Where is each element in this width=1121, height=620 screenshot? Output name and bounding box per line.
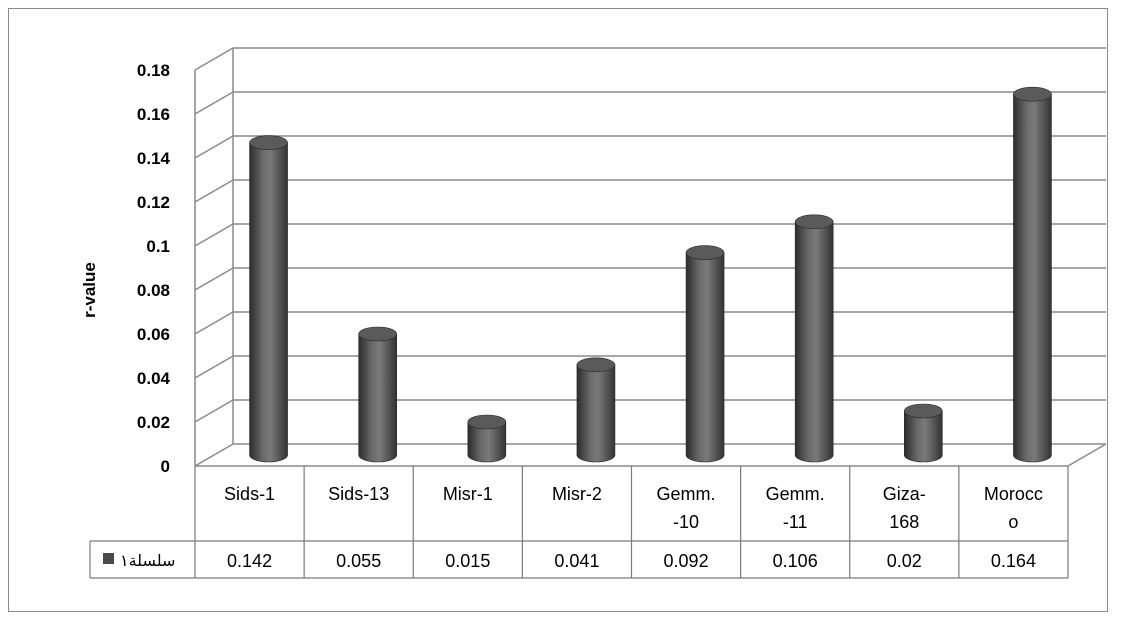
- legend-swatch: [103, 553, 114, 564]
- x-tick-label: Giza-168: [883, 484, 926, 532]
- bar: [249, 142, 288, 463]
- chart-frame: [8, 8, 1108, 612]
- gridline-diagonal: [194, 91, 234, 115]
- y-tick-label: 0.14: [137, 149, 171, 168]
- x-tick-label: Sids-13: [328, 484, 389, 504]
- gridline-diagonal: [194, 179, 234, 203]
- gridline-diagonal: [194, 135, 234, 159]
- gridline-diagonal: [194, 311, 234, 335]
- bar: [467, 421, 507, 463]
- y-tick-label: 0.02: [137, 413, 170, 432]
- bar: [358, 333, 397, 463]
- data-label: 0.164: [991, 551, 1036, 571]
- y-tick-label: 0.1: [146, 237, 170, 256]
- x-tick-label: Misr-2: [552, 484, 602, 504]
- bar: [904, 410, 943, 463]
- y-tick-label: 0: [161, 457, 170, 476]
- y-tick-label: 0.16: [137, 105, 170, 124]
- x-tick-label: Morocc o: [984, 484, 1043, 532]
- gridline-diagonal: [194, 443, 234, 467]
- bars: [249, 86, 1052, 463]
- data-label: 0.02: [887, 551, 922, 571]
- data-label: 0.041: [554, 551, 599, 571]
- y-tick-label: 0.18: [137, 61, 170, 80]
- bar: [576, 364, 616, 463]
- x-tick-label: Misr-1: [443, 484, 493, 504]
- y-axis-label: r-value: [80, 262, 99, 318]
- bar: [1013, 93, 1052, 463]
- bar-top: [1013, 86, 1052, 102]
- gridlines: [194, 47, 1107, 467]
- bar-top: [576, 357, 616, 373]
- y-tick-label: 0.06: [137, 325, 170, 344]
- data-label: 0.055: [336, 551, 381, 571]
- y-tick-label: 0.04: [137, 369, 171, 388]
- x-tick-label: Gemm. -10: [657, 484, 716, 532]
- legend-label: سلسلة١: [120, 551, 175, 570]
- y-axis: 0 0.02 0.04 0.06 0.08 0.1 0.12 0.14 0.16 0.18: [137, 61, 196, 476]
- floor-right-edge: [1067, 443, 1107, 467]
- y-tick-label: 0.12: [137, 193, 170, 212]
- bar: [794, 221, 834, 463]
- data-label: 0.092: [664, 551, 709, 571]
- x-tick-label: Gemm. -11: [766, 484, 825, 532]
- data-label: 0.142: [227, 551, 272, 571]
- gridline-diagonal: [194, 47, 234, 71]
- bar-top: [685, 245, 725, 260]
- bar: [685, 252, 725, 463]
- data-table: Sids-1 Sids-13 Misr-1 Misr-2 Gemm. -10 Gemm. -1…: [89, 466, 1069, 579]
- gridline-diagonal: [194, 223, 234, 247]
- bar-top: [904, 403, 943, 419]
- bar-top: [358, 326, 397, 342]
- data-label: 0.015: [445, 551, 490, 571]
- bar-top: [794, 214, 834, 230]
- x-tick-label: Sids-1: [224, 484, 275, 504]
- y-tick-label: 0.08: [137, 281, 170, 300]
- bar-top: [467, 414, 507, 430]
- bar-top: [249, 135, 288, 150]
- gridline-diagonal: [194, 399, 234, 423]
- gridline-diagonal: [194, 355, 234, 379]
- gridline-diagonal: [194, 267, 234, 291]
- data-label: 0.106: [773, 551, 818, 571]
